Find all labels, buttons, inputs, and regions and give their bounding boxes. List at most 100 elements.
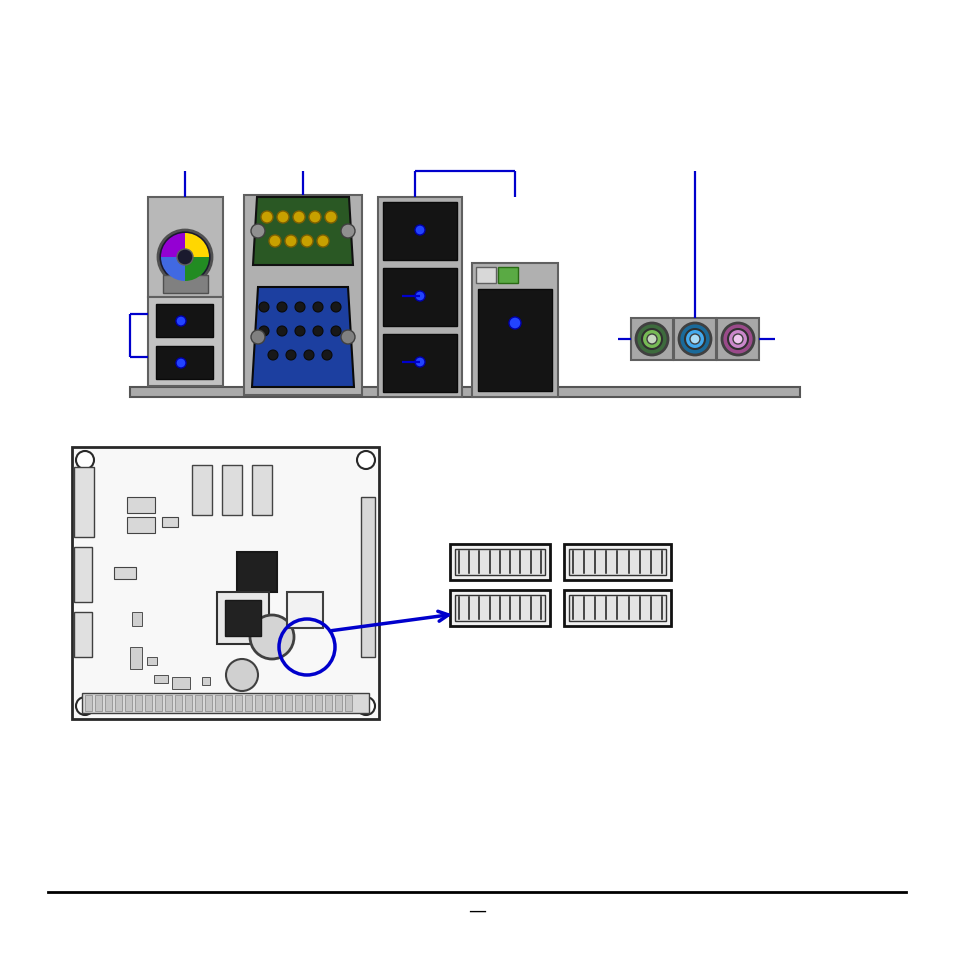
Circle shape [646, 335, 657, 345]
Bar [382, 335, 456, 393]
Bar [472, 264, 558, 397]
Wedge shape [185, 233, 209, 257]
Circle shape [356, 452, 375, 470]
Circle shape [258, 303, 269, 313]
Bar [717, 318, 759, 360]
Bar [236, 553, 276, 593]
Circle shape [356, 698, 375, 716]
Bar [145, 696, 152, 711]
Bar [130, 388, 800, 397]
Circle shape [732, 335, 742, 345]
Bar [244, 195, 361, 395]
Circle shape [276, 327, 287, 336]
Circle shape [158, 231, 212, 285]
Circle shape [415, 357, 424, 368]
Bar [172, 678, 190, 689]
Bar [234, 696, 242, 711]
Circle shape [258, 327, 269, 336]
Polygon shape [252, 288, 354, 388]
Bar [125, 696, 132, 711]
Circle shape [322, 351, 332, 360]
Circle shape [286, 351, 295, 360]
Circle shape [313, 327, 323, 336]
Bar [265, 696, 272, 711]
Circle shape [226, 659, 257, 691]
Bar [214, 696, 222, 711]
Bar [148, 297, 223, 387]
Circle shape [313, 303, 323, 313]
Circle shape [175, 316, 186, 327]
Bar [205, 696, 212, 711]
Circle shape [316, 235, 329, 248]
Circle shape [76, 452, 94, 470]
Bar [377, 198, 461, 397]
Circle shape [331, 327, 340, 336]
Circle shape [415, 226, 424, 235]
Circle shape [276, 303, 287, 313]
Circle shape [301, 235, 313, 248]
Circle shape [250, 616, 294, 659]
Bar [563, 544, 670, 580]
Bar [314, 696, 322, 711]
Circle shape [721, 324, 753, 355]
Text: —: — [468, 901, 485, 919]
Bar [127, 497, 154, 514]
Bar [450, 590, 550, 626]
Bar [382, 203, 456, 261]
Bar [130, 647, 142, 669]
Bar [225, 696, 232, 711]
Bar [127, 517, 154, 534]
Bar [477, 290, 552, 392]
Bar [325, 696, 332, 711]
Circle shape [509, 317, 520, 330]
Circle shape [293, 212, 305, 224]
Bar [287, 593, 323, 628]
Bar [673, 318, 716, 360]
Bar [95, 696, 102, 711]
Bar [105, 696, 112, 711]
Bar [82, 693, 369, 713]
Circle shape [325, 212, 336, 224]
Bar [252, 465, 272, 516]
Bar [274, 696, 282, 711]
Bar [153, 676, 168, 683]
Bar [455, 596, 544, 621]
Circle shape [304, 351, 314, 360]
Bar [294, 696, 302, 711]
Wedge shape [161, 257, 185, 282]
Bar [194, 696, 202, 711]
Bar [156, 305, 213, 337]
Circle shape [340, 331, 355, 345]
Bar [245, 696, 252, 711]
Circle shape [269, 235, 281, 248]
Bar [222, 465, 242, 516]
Bar [162, 517, 178, 527]
Circle shape [689, 335, 700, 345]
Bar [497, 268, 517, 284]
Circle shape [177, 250, 193, 266]
Bar [254, 696, 262, 711]
Circle shape [294, 327, 305, 336]
Bar [132, 613, 142, 626]
Circle shape [268, 351, 277, 360]
Circle shape [76, 698, 94, 716]
Bar [74, 613, 91, 658]
Bar [630, 318, 672, 360]
Circle shape [331, 303, 340, 313]
Bar [85, 696, 91, 711]
Circle shape [175, 358, 186, 369]
Bar [382, 269, 456, 327]
Bar [568, 596, 665, 621]
Circle shape [684, 330, 704, 350]
Circle shape [285, 235, 296, 248]
Bar [225, 600, 261, 637]
Circle shape [261, 212, 273, 224]
Bar [345, 696, 352, 711]
Bar [450, 544, 550, 580]
Bar [202, 678, 210, 685]
Bar [156, 347, 213, 379]
Circle shape [251, 331, 265, 345]
Bar [305, 696, 312, 711]
Wedge shape [185, 257, 209, 282]
Bar [360, 497, 375, 658]
